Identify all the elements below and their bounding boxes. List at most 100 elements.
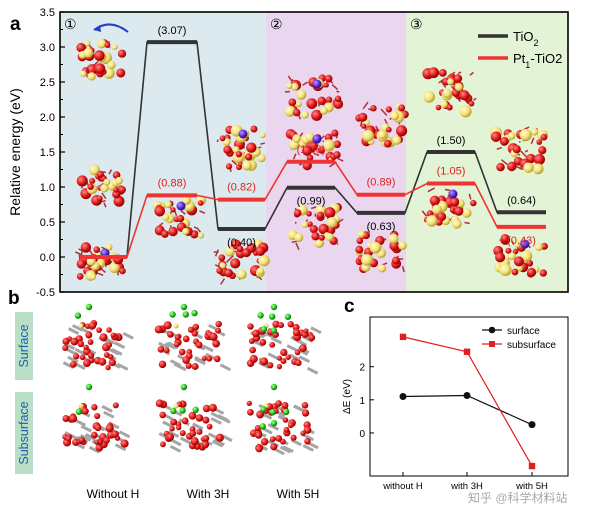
bond: [362, 101, 369, 110]
energy-value-label: (0.40): [227, 237, 256, 249]
o-atom: [428, 67, 440, 79]
o-atom: [230, 258, 241, 269]
panel-label-a: a: [10, 14, 21, 35]
o-atom: [500, 137, 509, 146]
atomic-structure: [213, 239, 270, 285]
o-atom: [179, 430, 186, 437]
o-atom: [62, 415, 70, 423]
h-atom: [85, 383, 93, 391]
ti-atom: [432, 204, 442, 215]
o-atom: [318, 234, 325, 241]
o-atom: [201, 440, 210, 449]
ti-atom: [357, 230, 365, 238]
bond: [86, 73, 89, 78]
o-atom: [539, 269, 547, 277]
o-atom: [104, 42, 111, 49]
o-atom: [206, 423, 213, 430]
ti-bond: [202, 344, 214, 353]
o-atom: [106, 327, 112, 333]
o-atom: [191, 362, 199, 370]
h-atom: [270, 420, 278, 427]
o-atom: [185, 362, 192, 369]
ti-bond: [192, 422, 204, 431]
ti-atom: [390, 111, 400, 121]
ti-bond: [295, 338, 308, 347]
y-tick-label: 2: [359, 363, 365, 374]
pt-atom: [173, 323, 179, 329]
y-tick-label: 2.0: [40, 112, 55, 124]
energy-value-label: (1.50): [437, 135, 466, 147]
h-atom: [259, 423, 266, 430]
bond: [457, 71, 462, 75]
o-atom: [429, 195, 440, 206]
bond: [500, 159, 508, 166]
o-atom: [88, 322, 97, 330]
bond: [97, 272, 104, 276]
o-atom: [212, 339, 221, 348]
o-atom: [206, 355, 213, 362]
bond: [302, 81, 308, 86]
o-atom: [272, 320, 280, 328]
bond: [331, 84, 339, 90]
ti-atom: [241, 160, 252, 171]
o-atom: [306, 98, 318, 109]
o-atom: [190, 437, 199, 446]
ti-atom: [296, 89, 307, 100]
ti-atom: [305, 132, 315, 142]
h-atom: [257, 312, 264, 319]
ti-atom: [319, 106, 328, 115]
o-atom: [270, 443, 278, 451]
bond: [313, 152, 320, 157]
h-atom: [268, 313, 276, 320]
ti-atom: [362, 129, 375, 142]
bond: [180, 210, 186, 215]
o-atom: [189, 430, 197, 437]
h-atom: [270, 327, 278, 334]
row-label-box: [15, 392, 33, 474]
ti-atom: [378, 264, 387, 273]
o-atom: [113, 187, 119, 193]
atomic-structure: [76, 39, 127, 81]
ti-bond: [279, 445, 292, 454]
bond: [291, 240, 298, 244]
o-atom: [468, 100, 475, 107]
o-atom: [154, 205, 166, 217]
energy-value-label: (3.07): [158, 25, 187, 37]
o-atom: [294, 349, 301, 356]
o-atom: [267, 362, 274, 369]
ti-atom: [442, 88, 452, 98]
o-atom: [208, 403, 217, 412]
bond: [108, 169, 113, 175]
ti-bond: [118, 430, 131, 439]
bond: [193, 226, 198, 229]
o-atom: [224, 268, 233, 278]
o-atom: [317, 96, 326, 106]
region-label-3: ③: [410, 16, 423, 32]
o-atom: [249, 346, 256, 354]
row-label: Surface: [17, 324, 31, 367]
ti-bond: [306, 366, 319, 375]
bond: [444, 188, 451, 192]
energy-value-label: (0.63): [367, 221, 396, 233]
y-tick-label: 1.5: [40, 147, 55, 159]
o-atom: [249, 354, 258, 364]
o-atom: [513, 256, 524, 267]
o-atom: [176, 214, 185, 223]
o-atom: [299, 344, 307, 353]
o-atom: [79, 354, 86, 361]
o-atom: [470, 199, 477, 207]
ti-atom: [115, 176, 123, 185]
energy-value-label: (1.05): [437, 166, 466, 178]
ti-bond: [273, 447, 285, 456]
o-atom: [196, 428, 203, 435]
o-atom: [168, 226, 178, 237]
ti-bond: [167, 430, 180, 438]
o-atom: [119, 267, 126, 275]
o-atom: [209, 332, 218, 341]
y-tick-label: 3.5: [40, 7, 55, 19]
bond: [226, 255, 234, 263]
ti-bond: [293, 404, 305, 413]
h-atom: [284, 313, 292, 320]
o-atom: [155, 399, 164, 408]
o-atom: [187, 326, 195, 333]
